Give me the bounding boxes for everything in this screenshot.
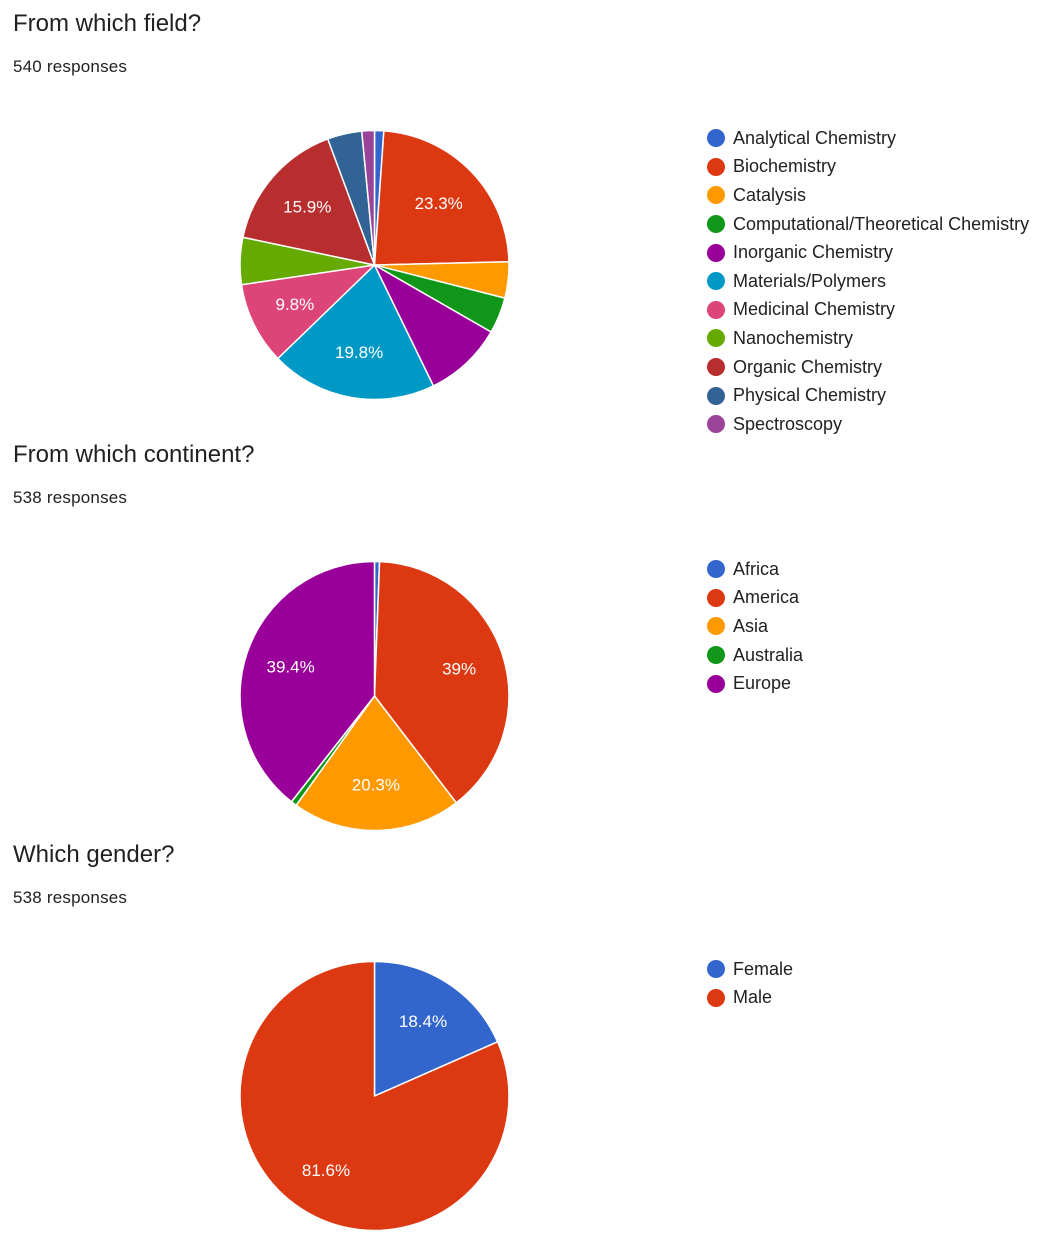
legend-label: Computational/Theoretical Chemistry xyxy=(733,213,1030,234)
data-label-organic-chemistry: 15.9% xyxy=(283,198,331,217)
pie-slice-asia[interactable] xyxy=(295,695,458,832)
legend-item-catalysis[interactable]: Catalysis xyxy=(707,181,1029,210)
legend-item-male[interactable]: Male xyxy=(707,984,793,1013)
continent-pie-chart: 39% 20.3% 39.4% xyxy=(239,560,510,832)
question-gender: Which gender? 538 responses 18.4% 81.6% F… xyxy=(0,831,1042,1239)
legend-item-europe[interactable]: Europe xyxy=(707,669,803,698)
legend-label: Europe xyxy=(733,673,792,694)
legend-label: America xyxy=(733,587,800,608)
field-legend: Analytical Chemistry Biochemistry Catalysi… xyxy=(707,124,1029,439)
legend-label: Materials/Polymers xyxy=(733,270,887,291)
legend-item-asia[interactable]: Asia xyxy=(707,612,803,641)
legend-swatch-icon xyxy=(707,243,725,262)
data-label-materials-polymers: 19.8% xyxy=(335,343,383,362)
data-label-biochemistry: 23.3% xyxy=(415,194,463,213)
legend-item-materials-polymers[interactable]: Materials/Polymers xyxy=(707,267,1029,296)
pie-slice-inorganic-chemistry[interactable] xyxy=(373,264,492,387)
legend-label: Spectroscopy xyxy=(733,413,843,434)
legend-swatch-icon xyxy=(707,560,725,579)
pie-slice-materials-polymers[interactable] xyxy=(277,264,435,401)
response-count: 538 responses xyxy=(13,888,128,907)
pie-data-labels: 18.4% 81.6% xyxy=(302,1012,447,1180)
legend-item-africa[interactable]: Africa xyxy=(707,555,803,584)
question-title: Which gender? xyxy=(13,841,175,868)
question-title: From which field? xyxy=(13,10,202,37)
legend-item-biochemistry[interactable]: Biochemistry xyxy=(707,153,1029,182)
response-count: 540 responses xyxy=(13,57,128,76)
gender-legend: Female Male xyxy=(707,955,793,1012)
legend-item-america[interactable]: America xyxy=(707,584,803,613)
gender-pie-chart: 18.4% 81.6% xyxy=(239,960,510,1232)
legend-swatch-icon xyxy=(707,300,725,319)
legend-label: Africa xyxy=(733,558,780,579)
legend-swatch-icon xyxy=(707,215,725,234)
legend-swatch-icon xyxy=(707,588,725,607)
data-label-asia: 20.3% xyxy=(352,775,400,794)
legend-label: Organic Chemistry xyxy=(733,356,883,377)
legend-label: Nanochemistry xyxy=(733,327,854,348)
legend-swatch-icon xyxy=(707,674,725,693)
legend-label: Australia xyxy=(733,644,804,665)
legend-swatch-icon xyxy=(707,157,725,176)
legend-swatch-icon xyxy=(707,186,725,205)
legend-swatch-icon xyxy=(707,415,725,434)
legend-swatch-icon xyxy=(707,988,725,1007)
legend-label: Asia xyxy=(733,615,769,636)
legend-item-australia[interactable]: Australia xyxy=(707,641,803,670)
question-title: From which continent? xyxy=(13,441,255,468)
response-count: 538 responses xyxy=(13,488,128,507)
pie-slices xyxy=(239,129,510,401)
pie-slice-spectroscopy[interactable] xyxy=(360,129,376,266)
pie-slices xyxy=(239,960,510,1232)
legend-item-female[interactable]: Female xyxy=(707,955,793,984)
continent-legend: Africa America Asia Australia Europe xyxy=(707,555,803,698)
data-label-america: 39% xyxy=(442,660,476,679)
legend-label: Inorganic Chemistry xyxy=(733,242,894,263)
data-label-female: 18.4% xyxy=(399,1012,447,1031)
pie-data-labels: 39% 20.3% 39.4% xyxy=(267,657,477,794)
legend-item-medicinal-chemistry[interactable]: Medicinal Chemistry xyxy=(707,296,1029,325)
legend-swatch-icon xyxy=(707,358,725,377)
legend-swatch-icon xyxy=(707,386,725,405)
legend-item-computational-theoretical-chemistry[interactable]: Computational/Theoretical Chemistry xyxy=(707,210,1029,239)
data-label-male: 81.6% xyxy=(302,1161,350,1180)
legend-swatch-icon xyxy=(707,329,725,348)
question-field: From which field? 540 responses 23.3% 19.… xyxy=(0,0,1042,434)
field-pie-chart: 23.3% 19.8% 9.8% 15.9% xyxy=(239,129,510,401)
legend-label: Physical Chemistry xyxy=(733,385,887,406)
pie-slice-male[interactable] xyxy=(239,960,510,1232)
legend-label: Female xyxy=(733,958,794,979)
legend-item-organic-chemistry[interactable]: Organic Chemistry xyxy=(707,353,1029,382)
pie-slice-biochemistry[interactable] xyxy=(373,130,510,266)
pie-slice-america[interactable] xyxy=(373,560,510,804)
legend-label: Medicinal Chemistry xyxy=(733,299,896,320)
legend-swatch-icon xyxy=(707,617,725,636)
pie-slices xyxy=(239,560,510,832)
question-continent: From which continent? 538 responses 39% 2… xyxy=(0,431,1042,832)
pie-slice-female[interactable] xyxy=(373,960,499,1097)
pie-slice-medicinal-chemistry[interactable] xyxy=(240,264,376,360)
data-label-europe: 39.4% xyxy=(267,657,315,676)
legend-swatch-icon xyxy=(707,960,725,979)
legend-item-analytical-chemistry[interactable]: Analytical Chemistry xyxy=(707,124,1029,153)
legend-label: Biochemistry xyxy=(733,156,837,177)
pie-data-labels: 23.3% 19.8% 9.8% 15.9% xyxy=(276,194,463,362)
legend-swatch-icon xyxy=(707,129,725,148)
legend-item-inorganic-chemistry[interactable]: Inorganic Chemistry xyxy=(707,238,1029,267)
legend-label: Male xyxy=(733,987,773,1008)
legend-item-physical-chemistry[interactable]: Physical Chemistry xyxy=(707,381,1029,410)
legend-swatch-icon xyxy=(707,272,725,291)
pie-slice-organic-chemistry[interactable] xyxy=(242,138,376,266)
legend-label: Catalysis xyxy=(733,184,807,205)
legend-item-spectroscopy[interactable]: Spectroscopy xyxy=(707,410,1029,439)
legend-swatch-icon xyxy=(707,646,725,665)
data-label-medicinal-chemistry: 9.8% xyxy=(276,295,315,314)
legend-label: Analytical Chemistry xyxy=(733,127,897,148)
legend-item-nanochemistry[interactable]: Nanochemistry xyxy=(707,324,1029,353)
pie-slice-europe[interactable] xyxy=(239,560,376,803)
